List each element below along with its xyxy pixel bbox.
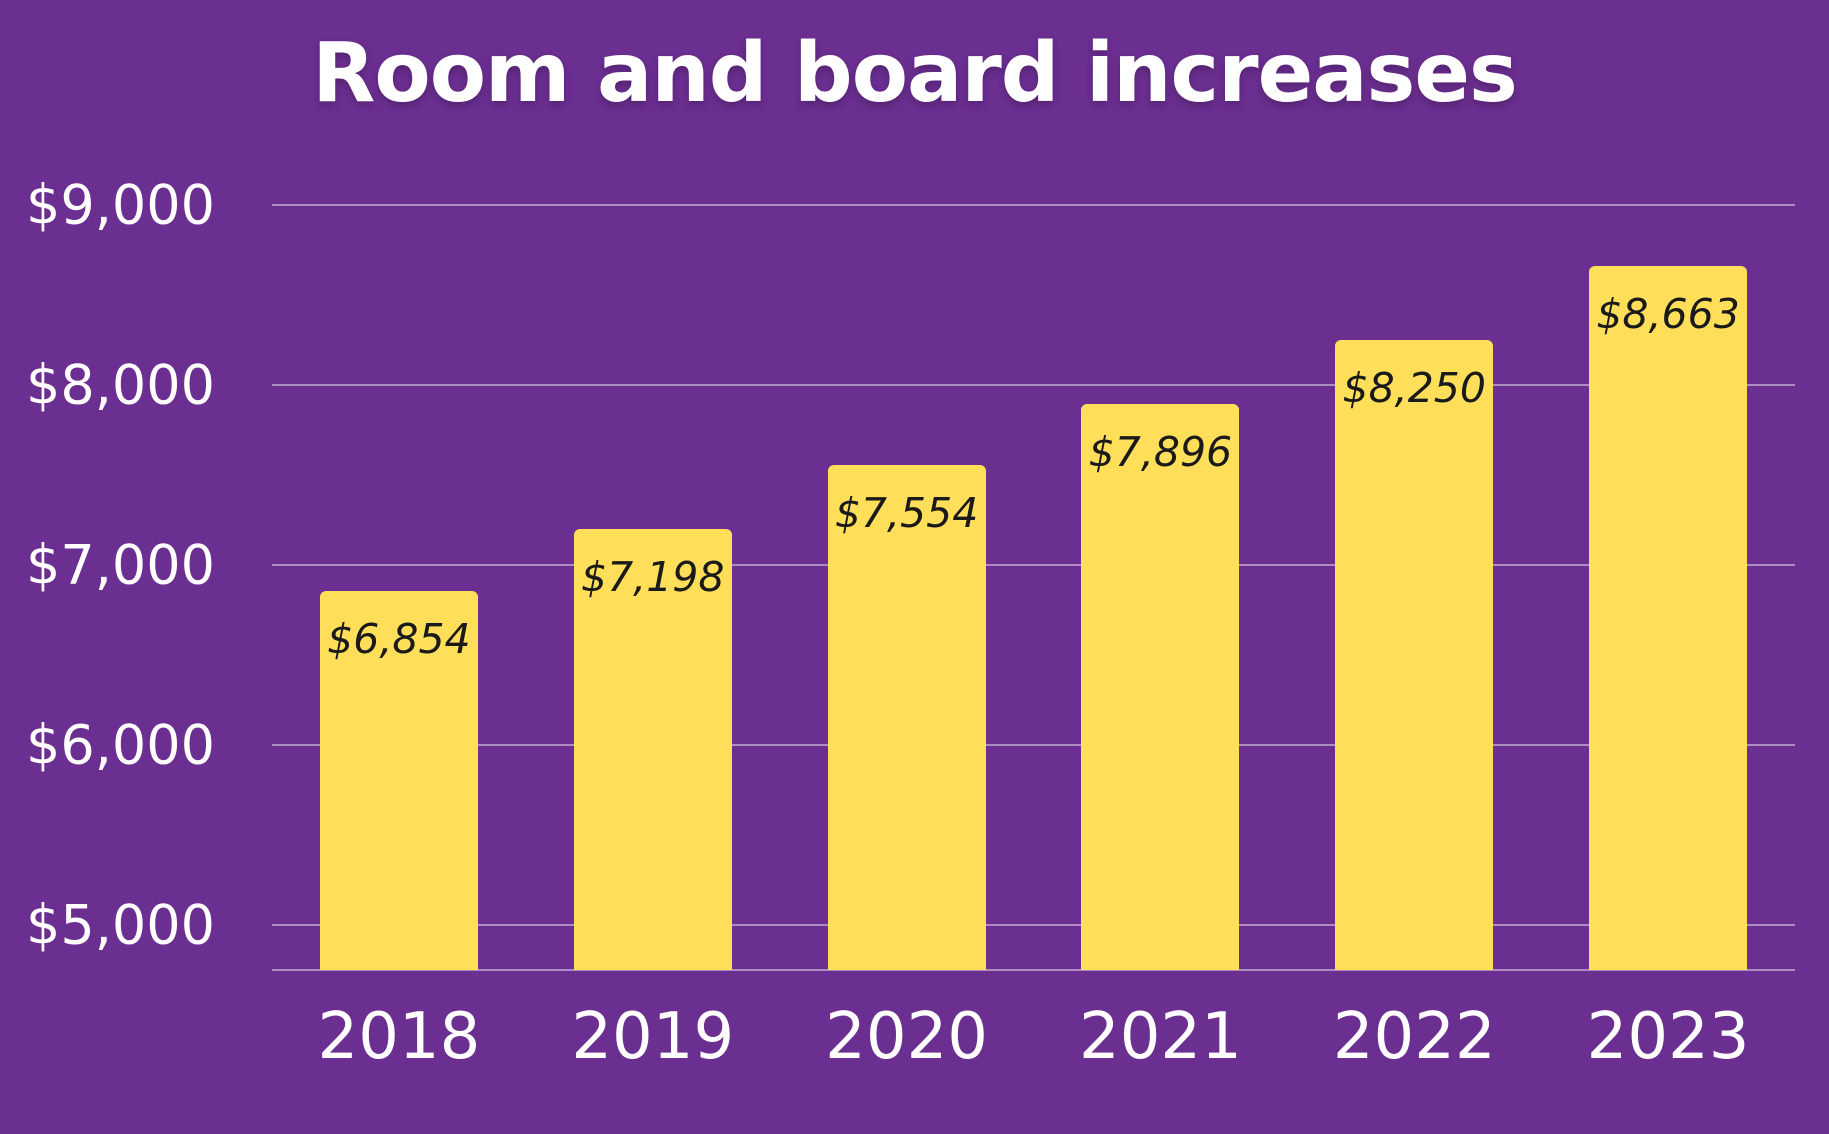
bar-value-label: $8,663 — [1596, 289, 1740, 338]
gridline — [272, 384, 1795, 386]
chart-title: Room and board increases — [312, 26, 1518, 121]
gridline — [272, 744, 1795, 746]
baseline-axis — [272, 969, 1795, 971]
x-axis-label: 2020 — [825, 1000, 989, 1074]
bar — [319, 591, 478, 970]
bar — [1589, 265, 1748, 970]
gridline — [272, 924, 1795, 926]
y-axis-label: $5,000 — [26, 893, 215, 957]
bar-value-label: $7,896 — [1088, 427, 1233, 476]
y-axis-label: $9,000 — [26, 173, 215, 237]
bar — [573, 529, 732, 970]
x-axis-label: 2021 — [1078, 1000, 1242, 1074]
bar — [1335, 340, 1494, 970]
y-axis-label: $8,000 — [26, 353, 215, 417]
bar — [1081, 403, 1240, 970]
x-axis-label: 2023 — [1586, 1000, 1750, 1074]
x-axis-label: 2022 — [1332, 1000, 1496, 1074]
bar — [827, 465, 986, 970]
bar-value-label: $7,198 — [581, 553, 725, 602]
y-axis-label: $6,000 — [26, 713, 215, 777]
bar-value-label: $6,854 — [327, 615, 471, 664]
gridline — [272, 204, 1795, 206]
bar-value-label: $8,250 — [1342, 364, 1486, 412]
gridline — [272, 564, 1795, 566]
bar-value-label: $7,554 — [834, 489, 979, 538]
y-axis-label: $7,000 — [26, 533, 215, 597]
x-axis-label: 2019 — [571, 1000, 735, 1074]
x-axis-label: 2018 — [317, 1000, 481, 1074]
